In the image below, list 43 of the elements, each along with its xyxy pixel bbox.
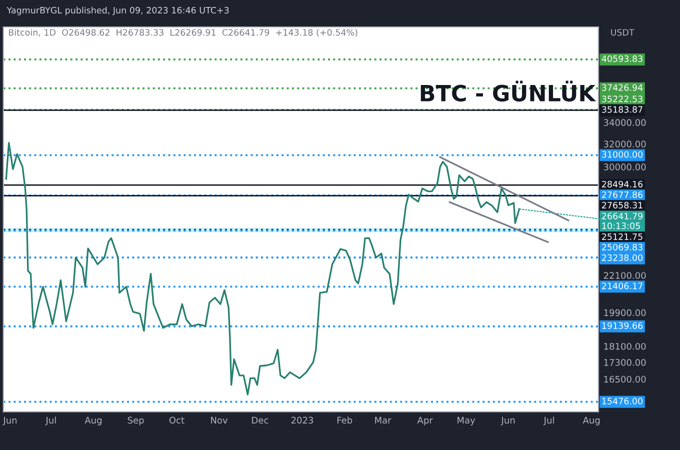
- y-tick-label: 22100.00: [604, 272, 646, 279]
- annotation: Bitcoin, 1D O26498.62 H26783.33 L26269.91 C26641.79 +143.18 (+0.54%): [9, 28, 358, 37]
- ref-line-label: 27658.31: [602, 202, 642, 208]
- y-tick-label: 18100.00: [604, 342, 646, 350]
- ref-line-label: 37426.94: [602, 84, 643, 91]
- ref-line-label: 27677.86: [602, 191, 643, 198]
- y-tick-label: 16500.00: [604, 376, 646, 383]
- annotation: 26641.79 10:13:05: [602, 212, 643, 230]
- x-tick-label: May: [458, 416, 476, 426]
- y-tick-label: 32000.00: [604, 140, 646, 148]
- x-tick-label: Jul: [543, 416, 554, 426]
- ref-line-label: 31000.00: [602, 151, 643, 158]
- ref-line-label: 15476.00: [602, 398, 643, 404]
- x-tick-label: Nov: [211, 416, 228, 424]
- ref-line-label: 28494.16: [602, 180, 643, 188]
- ref-line-label: 40593.83: [602, 55, 642, 62]
- y-tick-label: 34000.00: [604, 119, 646, 126]
- y-tick-label: 30000.00: [604, 164, 646, 170]
- y-tick-label: 17300.00: [604, 359, 646, 366]
- y-tick-label: 19900.00: [604, 309, 646, 316]
- x-tick-label: Mar: [375, 416, 392, 424]
- x-tick-label: Aug: [582, 416, 600, 426]
- x-tick-label: Jul: [45, 416, 56, 426]
- x-tick-label: Oct: [169, 416, 184, 424]
- ref-line-label: 35222.53: [602, 96, 642, 102]
- x-tick-label: Apr: [417, 416, 433, 426]
- x-tick-label: Dec: [252, 416, 268, 424]
- x-tick-label: Sep: [128, 416, 144, 426]
- ref-line-label: 19139.66: [602, 322, 643, 329]
- x-tick-label: Feb: [337, 416, 352, 424]
- x-tick-label: 2023: [291, 416, 314, 424]
- text: USDT: [611, 29, 634, 36]
- ref-line-label: 23238.00: [602, 254, 643, 261]
- ref-line-label: 35183.87: [602, 106, 642, 113]
- ref-line-label: 21406.17: [602, 282, 642, 290]
- ref-line-label: 25069.83: [602, 244, 642, 250]
- line-series: [5, 142, 520, 396]
- x-tick-label: Jun: [2, 416, 17, 426]
- x-tick-label: Aug: [84, 416, 102, 426]
- chart-subtitle: YagmurBYGL published, Jun 09, 2023 16:46 UTC+3: [6, 6, 229, 16]
- text: BTC - GÜNLÜK: [420, 80, 596, 102]
- x-tick-label: Jun: [500, 416, 515, 426]
- ref-line-label: 25121.75: [602, 233, 642, 240]
